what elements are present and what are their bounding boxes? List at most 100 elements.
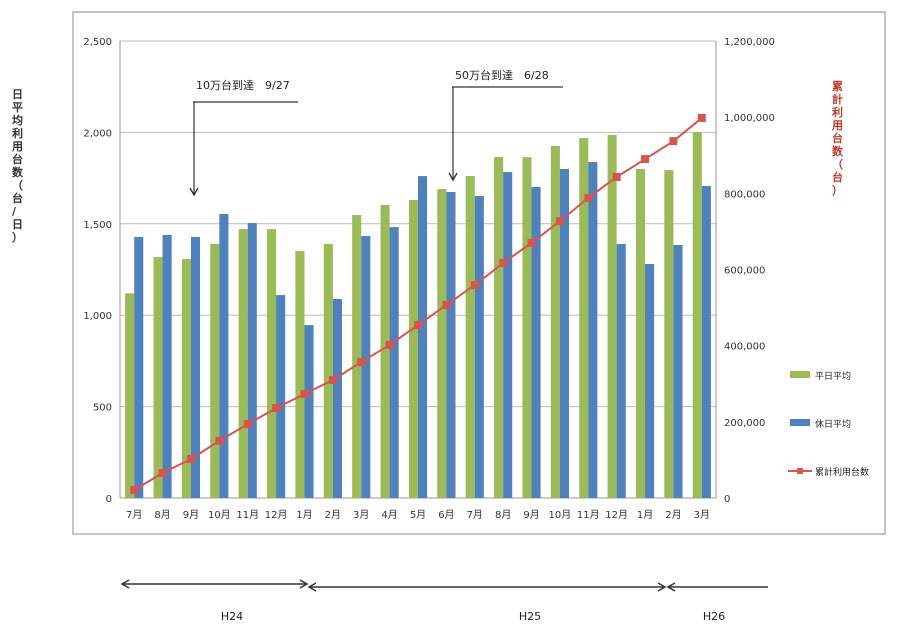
cumulative-marker — [641, 155, 650, 164]
y-tick-label: 2,500 — [83, 37, 112, 48]
y-tick-label: 500 — [93, 403, 112, 414]
cumulative-marker — [470, 281, 479, 290]
bar-holiday — [531, 187, 541, 499]
cumulative-marker — [385, 340, 394, 349]
period-label: H24 — [221, 610, 243, 623]
arrow-head-icon — [448, 172, 458, 182]
bar-holiday — [219, 213, 229, 498]
cumulative-marker — [499, 259, 508, 268]
x-tick-label: 9月 — [523, 509, 539, 521]
y-tick-label: 1,500 — [83, 220, 112, 231]
annotation-label: 50万台到達 6/28 — [455, 68, 549, 82]
bar-weekday — [550, 145, 560, 499]
arrow-left-icon — [666, 582, 676, 592]
cumulative-marker — [442, 300, 451, 309]
bar-weekday — [607, 134, 617, 498]
bar-holiday — [701, 185, 711, 499]
x-tick-label: 10月 — [549, 509, 572, 521]
period-label: H26 — [703, 610, 725, 623]
cumulative-marker — [272, 404, 281, 413]
x-tick-label: 6月 — [438, 509, 454, 521]
cumulative-marker — [328, 375, 337, 384]
bar-holiday — [162, 234, 172, 498]
y-tick-label: 0 — [106, 494, 112, 505]
bar-holiday — [418, 176, 428, 498]
bar-holiday — [446, 191, 456, 498]
bar-holiday — [503, 172, 513, 498]
bar-weekday — [437, 189, 447, 498]
arrow-right-icon — [299, 579, 309, 589]
bar-weekday — [181, 259, 191, 498]
cumulative-marker — [527, 238, 536, 247]
bar-weekday — [238, 229, 248, 498]
x-tick-label: 12月 — [605, 509, 628, 521]
annotation-label: 10万台到達 9/27 — [196, 78, 290, 92]
bar-holiday — [389, 227, 399, 498]
bar-weekday — [295, 251, 305, 498]
legend-label: 累計利用台数 — [815, 466, 869, 478]
bar-holiday — [474, 196, 484, 498]
bar-holiday — [276, 295, 286, 498]
x-tick-label: 7月 — [126, 509, 142, 521]
y2-tick-label: 800,000 — [724, 189, 765, 200]
cumulative-marker — [612, 172, 621, 181]
y-tick-label: 2,000 — [83, 128, 112, 139]
bar-holiday — [559, 168, 569, 498]
x-tick-label: 8月 — [154, 509, 170, 521]
chart-frame — [72, 11, 886, 535]
y2-tick-label: 400,000 — [724, 342, 765, 353]
bar-weekday — [153, 257, 163, 498]
x-tick-label: 10月 — [208, 509, 231, 521]
bar-weekday — [664, 170, 674, 498]
x-tick-label: 11月 — [236, 509, 259, 521]
legend-marker — [797, 468, 803, 474]
bar-weekday — [465, 176, 475, 498]
x-tick-label: 12月 — [265, 509, 288, 521]
bar-weekday — [692, 132, 702, 498]
x-tick-label: 4月 — [381, 509, 397, 521]
legend-label: 平日平均 — [815, 370, 851, 382]
bar-weekday — [408, 200, 418, 498]
x-tick-label: 3月 — [353, 509, 369, 521]
arrow-left-icon — [120, 579, 130, 589]
cumulative-marker — [158, 469, 167, 478]
arrow-head-icon — [189, 187, 199, 197]
bar-weekday — [579, 138, 589, 498]
cumulative-marker — [186, 455, 195, 464]
arrow-right-icon — [657, 582, 667, 592]
y2-tick-label: 1,200,000 — [724, 37, 775, 48]
bar-weekday — [352, 215, 362, 498]
x-tick-label: 8月 — [495, 509, 511, 521]
bar-holiday — [332, 298, 342, 498]
y2-tick-label: 1,000,000 — [724, 113, 775, 124]
bar-holiday — [247, 223, 257, 499]
cumulative-marker — [130, 486, 139, 495]
y2-tick-label: 600,000 — [724, 266, 765, 277]
bar-weekday — [522, 157, 532, 498]
period-label: H25 — [519, 610, 541, 623]
x-tick-label: 2月 — [325, 509, 341, 521]
bar-holiday — [673, 245, 683, 498]
x-tick-label: 11月 — [577, 509, 600, 521]
arrow-left-icon — [307, 582, 317, 592]
y-axis-label: 日平均利用台数（台/日） — [12, 88, 24, 244]
y2-tick-label: 0 — [724, 494, 730, 505]
x-tick-label: 3月 — [694, 509, 710, 521]
x-tick-label: 9月 — [183, 509, 199, 521]
bar-weekday — [125, 293, 135, 498]
bar-holiday — [304, 325, 314, 498]
bar-weekday — [380, 204, 390, 498]
cumulative-marker — [555, 217, 564, 226]
cumulative-marker — [414, 321, 422, 330]
legend-label: 休日平均 — [815, 418, 851, 430]
bar-weekday — [635, 168, 646, 498]
x-tick-label: 5月 — [410, 509, 426, 521]
bar-weekday — [210, 243, 220, 498]
legend-swatch — [790, 419, 810, 426]
cumulative-marker — [357, 358, 366, 367]
y2-axis-label: 累計利用台数（台） — [832, 80, 844, 197]
cumulative-marker — [669, 137, 678, 146]
legend-swatch — [790, 371, 810, 378]
